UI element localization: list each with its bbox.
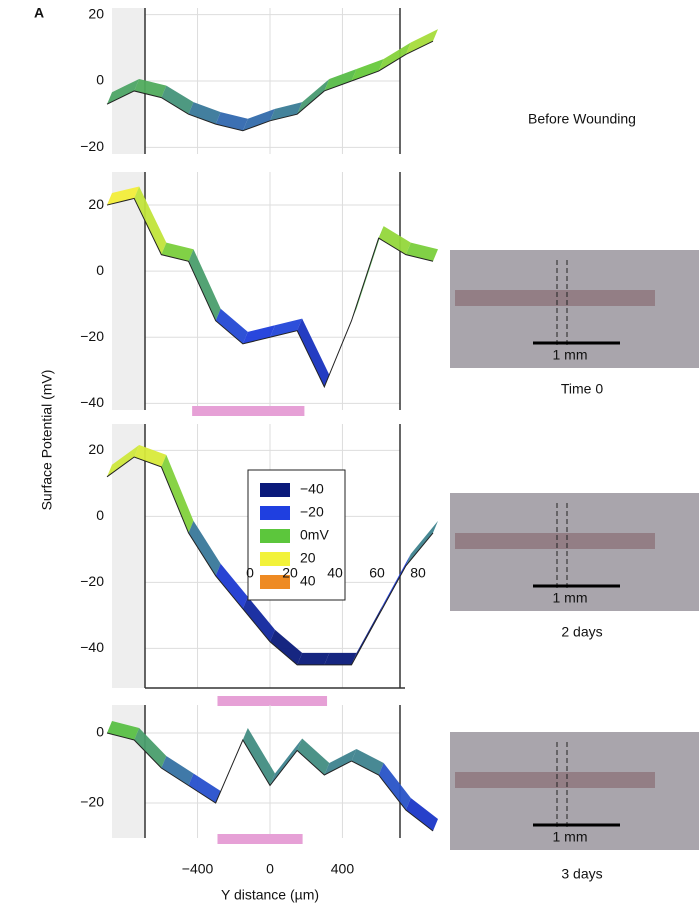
wound-bar <box>217 834 303 844</box>
ribbon-segment <box>161 454 194 533</box>
ribbon-segment <box>134 186 167 255</box>
panel-caption: Before Wounding <box>528 111 636 127</box>
y-tick-label: 0 <box>96 72 104 88</box>
ribbon-segment <box>242 325 275 344</box>
panel-shade <box>112 172 145 410</box>
legend-swatch <box>260 506 290 520</box>
ribbon-segment <box>134 445 167 467</box>
ribbon-segment <box>215 308 248 344</box>
ribbon-segment <box>161 85 194 115</box>
legend-label: 20 <box>300 550 316 566</box>
ribbon-segment <box>188 102 221 125</box>
panel-caption: Time 0 <box>561 381 603 397</box>
ribbon-segment <box>188 249 221 321</box>
ribbon-segment <box>297 78 330 115</box>
wound-photo <box>450 732 699 850</box>
ribbon-segment <box>242 108 275 131</box>
y-tick-label: 20 <box>88 196 104 212</box>
scale-label: 1 mm <box>553 590 588 606</box>
wound-photo <box>450 493 699 611</box>
ribbon-segment <box>378 763 411 810</box>
legend-swatch <box>260 529 290 543</box>
ribbon-segment <box>107 445 140 477</box>
ribbon-segment <box>107 721 140 740</box>
ribbon-segment <box>405 29 438 55</box>
ribbon-segment <box>405 798 438 831</box>
ribbon-segment <box>351 59 384 81</box>
y-tick-label: 0 <box>96 724 104 740</box>
ribbon-segment <box>270 738 303 786</box>
x-axis-label: Y distance (µm) <box>221 887 319 903</box>
y-tick-label: −40 <box>80 639 104 655</box>
ribbon-segment <box>134 78 167 98</box>
ribbon-segment <box>405 520 438 566</box>
legend-label: −40 <box>300 481 324 497</box>
ribbon-segment <box>270 629 303 665</box>
ribbon-segment <box>161 242 194 262</box>
legend-swatch <box>260 552 290 566</box>
ribbon-segment <box>107 78 140 105</box>
ribbon-segment <box>324 749 357 775</box>
y-tick-label: −20 <box>80 573 104 589</box>
data-line <box>106 456 434 666</box>
ribbon-segment <box>107 186 140 206</box>
depth-label: 60 <box>369 565 385 581</box>
ribbon-segment <box>161 756 194 786</box>
ribbon-segment <box>215 563 248 609</box>
ribbon-segment <box>378 42 411 72</box>
depth-label: 80 <box>410 565 426 581</box>
depth-label: 20 <box>282 565 298 581</box>
y-tick-label: −20 <box>80 794 104 810</box>
legend-label: 0mV <box>300 527 329 543</box>
panel-caption: 3 days <box>561 866 602 882</box>
x-tick-label: 0 <box>266 861 274 877</box>
y-tick-label: 0 <box>96 507 104 523</box>
x-tick-label: −400 <box>182 861 214 877</box>
ribbon-segment <box>297 318 330 387</box>
y-tick-label: −20 <box>80 138 104 154</box>
scale-label: 1 mm <box>553 347 588 363</box>
y-tick-label: 0 <box>96 262 104 278</box>
x-tick-label: 400 <box>331 861 355 877</box>
ribbon-segment <box>270 102 303 121</box>
y-tick-label: −20 <box>80 328 104 344</box>
ribbon-segment <box>324 652 357 665</box>
wound-bar <box>192 406 305 416</box>
wound-photo-stripe <box>455 533 655 549</box>
ribbon-segment <box>270 318 303 338</box>
panel-label: A <box>34 5 44 21</box>
ribbon-segment <box>351 749 384 775</box>
wound-photo-stripe <box>455 772 655 788</box>
depth-label: 40 <box>327 565 343 581</box>
y-tick-label: −40 <box>80 394 104 410</box>
ribbon-segment <box>324 69 357 91</box>
legend-label: −20 <box>300 504 324 520</box>
ribbon-segment <box>242 728 275 786</box>
y-tick-label: 20 <box>88 5 104 21</box>
data-line <box>106 40 434 132</box>
ribbon-segment <box>297 652 330 665</box>
ribbon-segment <box>188 773 221 803</box>
legend-swatch <box>260 483 290 497</box>
ribbon-segment <box>242 596 275 642</box>
ribbon-segment <box>378 226 411 255</box>
ribbon-segment <box>405 242 438 262</box>
data-line <box>106 732 434 832</box>
legend-swatch <box>260 575 290 589</box>
legend-label: 40 <box>300 573 316 589</box>
ribbon-segment <box>134 728 167 768</box>
y-tick-label: 20 <box>88 441 104 457</box>
wound-bar <box>217 696 328 706</box>
wound-photo-stripe <box>455 290 655 306</box>
scale-label: 1 mm <box>553 829 588 845</box>
ribbon-segment <box>297 738 330 775</box>
panel-caption: 2 days <box>561 624 602 640</box>
ribbon-segment <box>215 112 248 131</box>
ribbon-segment <box>188 520 221 576</box>
wound-photo <box>450 250 699 368</box>
y-axis-label: Surface Potential (mV) <box>39 370 55 511</box>
depth-label: 0 <box>246 565 254 581</box>
data-line <box>106 197 434 389</box>
